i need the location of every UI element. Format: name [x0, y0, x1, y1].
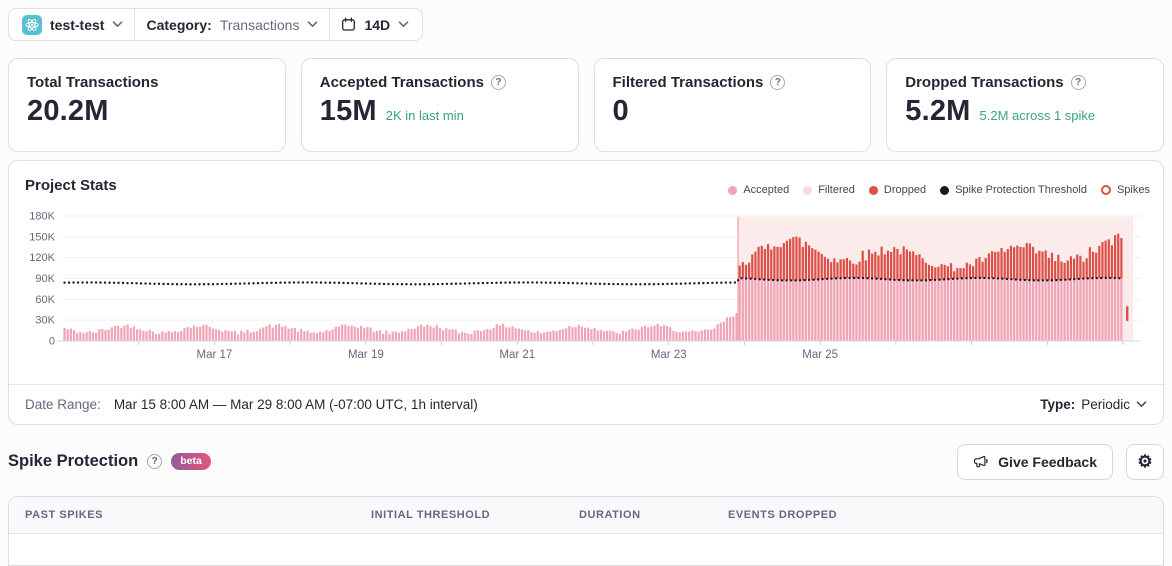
- svg-text:90K: 90K: [35, 273, 55, 285]
- svg-text:Mar 23: Mar 23: [651, 349, 687, 361]
- chart-legend: Accepted Filtered Dropped Spike Protection …: [728, 184, 1150, 196]
- svg-text:120K: 120K: [29, 252, 55, 264]
- date-range-selector[interactable]: 14D: [330, 9, 420, 40]
- table-header-row: PAST SPIKES INITIAL THRESHOLD DURATION EVEN…: [9, 497, 1163, 534]
- help-icon[interactable]: ?: [147, 454, 163, 469]
- svg-text:Mar 25: Mar 25: [802, 349, 838, 361]
- type-selector[interactable]: Type: Periodic: [1040, 397, 1147, 412]
- table-body-row: [9, 534, 1163, 565]
- legend-label: Dropped: [883, 184, 927, 196]
- usage-chart[interactable]: 0 30K 60K 90K 120K 150K 180K Mar 17 Mar 19 Mar 21…: [9, 161, 1165, 386]
- date-range-label: Date Range:: [25, 397, 101, 412]
- past-spikes-table: PAST SPIKES INITIAL THRESHOLD DURATION EVEN…: [8, 496, 1164, 566]
- stat-card: Total Transactions 20.2M: [8, 58, 286, 152]
- megaphone-icon: [973, 454, 989, 470]
- category-label: Category:: [146, 16, 212, 33]
- column-header-events-dropped: EVENTS DROPPED: [728, 509, 838, 521]
- stat-card-value: 0: [612, 95, 629, 127]
- stat-card: Dropped Transactions? 5.2M 5.2M across 1 s…: [886, 58, 1164, 152]
- divider: [134, 9, 136, 40]
- legend-label: Accepted: [743, 184, 790, 196]
- svg-text:180K: 180K: [29, 211, 55, 223]
- help-icon[interactable]: ?: [490, 75, 506, 90]
- legend-ring-icon: [1100, 185, 1111, 195]
- category-value: Transactions: [219, 16, 300, 33]
- chevron-down-icon: [112, 21, 123, 28]
- stat-card-title: Filtered Transactions: [612, 74, 764, 91]
- chevron-down-icon: [398, 21, 409, 28]
- legend-dot-icon: [940, 185, 950, 195]
- calendar-icon: [341, 17, 356, 32]
- chart-title: Project Stats: [25, 177, 117, 194]
- svg-text:0: 0: [49, 336, 55, 348]
- gear-icon: ⚙: [1137, 451, 1153, 471]
- legend-label: Filtered: [818, 184, 855, 196]
- stat-card-value: 5.2M: [905, 95, 971, 127]
- help-icon[interactable]: ?: [1070, 75, 1086, 90]
- stat-card: Filtered Transactions? 0: [593, 58, 872, 152]
- svg-text:Mar 19: Mar 19: [348, 349, 384, 361]
- column-header-past-spikes: PAST SPIKES: [25, 509, 103, 521]
- legend-item-filtered[interactable]: Filtered: [803, 184, 855, 196]
- type-value: Periodic: [1081, 397, 1130, 412]
- project-avatar-atom-icon: [22, 14, 42, 35]
- column-header-duration: DURATION: [579, 509, 641, 521]
- svg-text:60K: 60K: [35, 294, 55, 306]
- spike-protection-header: Spike Protection ? beta Give Feedback ⚙: [8, 443, 1164, 480]
- chevron-down-icon: [307, 21, 318, 28]
- project-switcher[interactable]: test-test: [11, 9, 134, 40]
- legend-item-spike-protection-threshold[interactable]: Spike Protection Threshold: [940, 184, 1087, 196]
- stat-cards-row: Total Transactions 20.2M Accepted Transact…: [8, 58, 1164, 152]
- legend-item-dropped[interactable]: Dropped: [868, 184, 927, 196]
- stat-card-title: Total Transactions: [27, 74, 159, 91]
- svg-text:150K: 150K: [29, 231, 55, 243]
- type-label: Type:: [1040, 397, 1076, 412]
- stat-card-value: 15M: [319, 95, 377, 127]
- chart-footer: Date Range: Mar 15 8:00 AM — Mar 29 8:00…: [9, 384, 1163, 424]
- settings-button[interactable]: ⚙: [1126, 443, 1164, 480]
- stat-card-subtext: 2K in last min: [385, 108, 464, 123]
- stat-card: Accepted Transactions? 15M 2K in last min: [300, 58, 579, 152]
- stat-card-subtext: 5.2M across 1 spike: [979, 108, 1096, 123]
- project-stats-panel: Project Stats Accepted Filtered Dropped Spi…: [8, 160, 1164, 425]
- stat-card-title: Accepted Transactions: [319, 74, 484, 91]
- stat-card-title: Dropped Transactions: [905, 74, 1064, 91]
- column-header-initial-threshold: INITIAL THRESHOLD: [371, 509, 491, 521]
- stat-card-value: 20.2M: [27, 95, 109, 127]
- project-name: test-test: [50, 16, 105, 33]
- svg-text:Mar 17: Mar 17: [197, 349, 233, 361]
- date-range-text: Mar 15 8:00 AM — Mar 29 8:00 AM (-07:00 …: [113, 397, 478, 412]
- svg-text:Mar 21: Mar 21: [499, 349, 535, 361]
- give-feedback-label: Give Feedback: [998, 453, 1097, 470]
- legend-label: Spikes: [1116, 184, 1150, 196]
- beta-badge: beta: [171, 453, 211, 470]
- give-feedback-button[interactable]: Give Feedback: [957, 443, 1113, 480]
- date-range-value: 14D: [364, 16, 391, 33]
- header-actions: Give Feedback ⚙: [957, 443, 1164, 480]
- legend-item-accepted[interactable]: Accepted: [728, 184, 789, 196]
- legend-item-spikes[interactable]: Spikes: [1100, 184, 1150, 196]
- svg-text:30K: 30K: [35, 315, 55, 327]
- filter-bar: test-test Category: Transactions 14D: [8, 8, 424, 41]
- category-selector[interactable]: Category: Transactions: [135, 9, 329, 40]
- spike-protection-title: Spike Protection: [8, 452, 139, 470]
- legend-dot-icon: [803, 185, 813, 195]
- divider: [329, 9, 331, 40]
- legend-dot-icon: [868, 185, 878, 195]
- legend-label: Spike Protection Threshold: [955, 184, 1087, 196]
- legend-dot-icon: [728, 185, 738, 195]
- help-icon[interactable]: ?: [770, 75, 786, 90]
- chevron-down-icon: [1136, 401, 1147, 408]
